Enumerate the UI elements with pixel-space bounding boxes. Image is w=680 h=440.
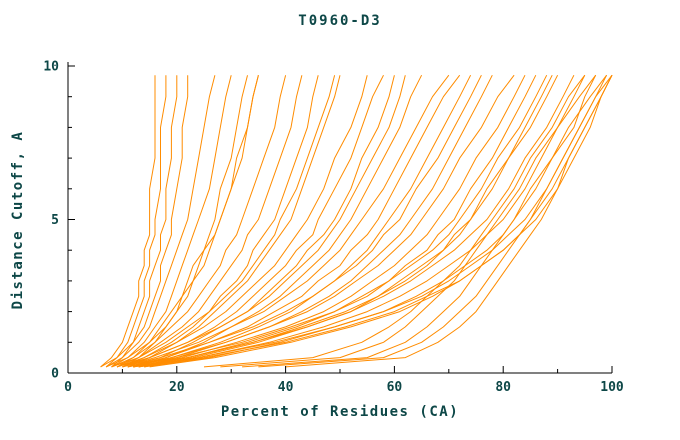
gdt-curve [122, 75, 319, 368]
gdt-curve [133, 74, 608, 368]
y-tick-label: 10 [43, 60, 59, 75]
gdt-curve [111, 75, 336, 368]
gdt-curve [144, 74, 597, 368]
y-tick-label: 5 [51, 213, 59, 228]
gdt-curve [111, 75, 178, 368]
gdt-curve [111, 75, 232, 368]
y-axis-label: Distance Cutoff, A [10, 130, 26, 310]
gdt-curve [127, 75, 395, 368]
gdt-curve [127, 74, 515, 368]
gdt-curve [203, 74, 586, 368]
gdt-curve [133, 74, 575, 368]
gdt-curve [122, 74, 384, 368]
gdt-curve [116, 75, 303, 368]
gdt-curve [133, 74, 423, 368]
gdt-curve [116, 75, 368, 368]
gdt-curve [138, 74, 613, 368]
x-tick-label: 100 [600, 380, 624, 395]
gdt-curve [138, 74, 586, 368]
x-tick-label: 0 [64, 380, 72, 395]
x-tick-label: 60 [387, 380, 403, 395]
gdt-curve [133, 74, 472, 368]
gdt-curve [100, 75, 156, 368]
gdt-curve [127, 75, 341, 368]
gdt-curve [220, 74, 597, 368]
gdt-curve [133, 74, 553, 368]
gdt-curve [127, 74, 548, 368]
gdt-curve [242, 74, 607, 368]
x-tick-label: 80 [495, 380, 511, 395]
x-axis-label: Percent of Residues (CA) [220, 404, 460, 420]
gdt-curve [127, 74, 461, 368]
gdt-curve [105, 75, 259, 368]
gdt-curve [116, 75, 406, 368]
gdt-curve [258, 74, 613, 368]
gdt-curve [116, 75, 248, 368]
x-tick-label: 40 [278, 380, 294, 395]
gdt-curve [100, 75, 189, 368]
gdt-curve [122, 74, 450, 368]
gdt-curve [133, 74, 526, 368]
gdt-curve [144, 74, 559, 368]
gdt-curve [122, 75, 259, 368]
gdt-curve [111, 75, 287, 368]
gdt-curve [285, 74, 613, 368]
gdt-curve [138, 74, 537, 368]
x-tick-label: 20 [169, 380, 185, 395]
y-tick-label: 0 [51, 367, 59, 382]
gdt-curve [122, 74, 482, 368]
gdt-curve [138, 74, 493, 368]
gdt-curve [105, 75, 216, 368]
chart-title: T0960-D3 [298, 13, 382, 29]
gdt-curve [105, 75, 167, 368]
